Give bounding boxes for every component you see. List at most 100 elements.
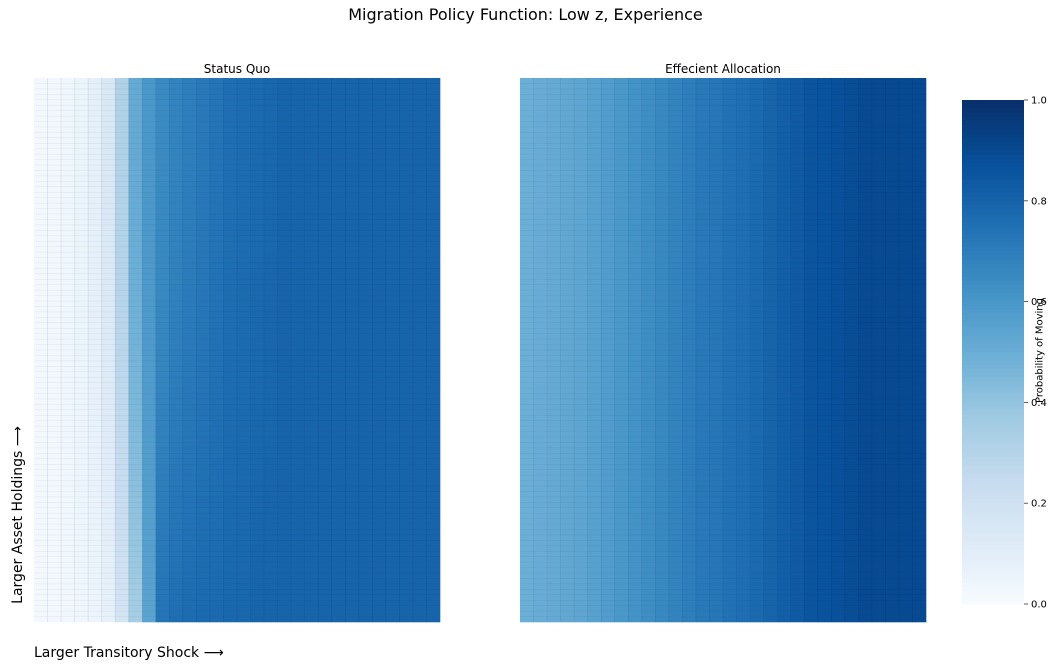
heatmap-cell [547,360,561,367]
heatmap-cell [209,306,224,313]
heatmap-cell [74,616,89,623]
heatmap-cell [34,262,48,269]
heatmap-cell [750,605,764,612]
heatmap-cell [655,524,670,530]
heatmap-cell [385,469,400,476]
heatmap-cell [169,458,184,465]
heatmap-cell [142,513,157,519]
heatmap-cell [587,377,602,383]
heatmap-cell [304,121,319,128]
heatmap-cell [736,437,751,443]
heatmap-cell [264,241,278,247]
heatmap-cell [385,371,400,378]
heatmap-cell [736,594,751,601]
heatmap-cell [614,442,629,449]
heatmap-cell [264,355,278,362]
heatmap-cell [304,88,319,95]
heatmap-cell [74,241,89,247]
heatmap-cell [655,398,670,405]
heatmap-cell [385,110,400,117]
heatmap-cell [142,573,157,579]
heatmap-cell [655,279,670,286]
heatmap-cell [372,371,387,378]
heatmap-cell [291,257,305,264]
heatmap-cell [412,143,427,150]
heatmap-cell [277,328,292,334]
heatmap-cell [385,350,400,356]
heatmap-cell [250,437,265,443]
heatmap-cell [209,594,224,601]
heatmap-cell [101,339,116,345]
heatmap-cell [641,295,656,302]
heatmap-cell [358,94,373,101]
heatmap-cell [763,208,778,215]
heatmap-cell [142,132,157,139]
heatmap-cell [237,214,251,220]
heatmap-cell [182,486,197,492]
heatmap-cell [318,458,333,465]
heatmap-cell [115,377,130,383]
heatmap-cell [209,355,224,362]
heatmap-cell [74,518,89,525]
heatmap-cell [196,420,211,427]
heatmap-cell [641,562,656,568]
heatmap-cell [291,290,305,296]
heatmap-cell [628,475,643,481]
heatmap-cell [682,154,697,160]
heatmap-cell [237,540,251,547]
heatmap-cell [304,415,319,422]
heatmap-cell [614,573,629,579]
heatmap-cell [560,203,575,209]
heatmap-cell [560,496,575,503]
heatmap-cell [560,578,575,585]
heatmap-cell [264,578,278,585]
heatmap-cell [128,502,143,509]
heatmap-cell [655,94,670,101]
heatmap-cell [655,88,670,95]
heatmap-cell [182,573,197,579]
heatmap-cell [723,295,737,302]
heatmap-cell [304,328,319,334]
heatmap-cell [641,350,656,356]
heatmap-cell [128,350,143,356]
heatmap-cell [560,442,575,449]
heatmap-cell [695,317,710,324]
heatmap-cell [723,252,737,258]
heatmap-cell [155,594,170,601]
heatmap-cell [399,442,414,449]
heatmap-cell [358,306,373,313]
heatmap-cell [763,377,778,383]
heatmap-cell [358,165,373,171]
heatmap-cell [101,116,116,122]
heatmap-cell [628,426,643,432]
heatmap-cell [304,513,319,519]
heatmap-cell [115,88,130,95]
heatmap-cell [628,388,643,394]
heatmap-cell [641,88,656,95]
heatmap-cell [304,83,319,90]
heatmap-cell [128,371,143,378]
heatmap-cell [101,393,116,400]
heatmap-cell [358,518,373,525]
heatmap-cell [47,126,62,133]
heatmap-cell [750,181,764,188]
heatmap-cell [264,518,278,525]
heatmap-cell [277,132,292,139]
heatmap-cell [601,295,616,302]
heatmap-cell [574,175,588,182]
heatmap-cell [196,99,211,106]
heatmap-cell [277,121,292,128]
heatmap-cell [318,235,333,242]
heatmap-cell [47,137,62,144]
heatmap-cell [358,235,373,242]
heatmap-cell [412,415,427,422]
heatmap-cell [223,426,238,432]
heatmap-cell [533,393,548,400]
heatmap-cell [560,137,575,144]
heatmap-cell [61,154,75,160]
heatmap-cell [169,78,184,84]
heatmap-cell [736,279,751,286]
heatmap-cell [412,350,427,356]
heatmap-cell [533,110,548,117]
heatmap-cell [47,257,62,264]
